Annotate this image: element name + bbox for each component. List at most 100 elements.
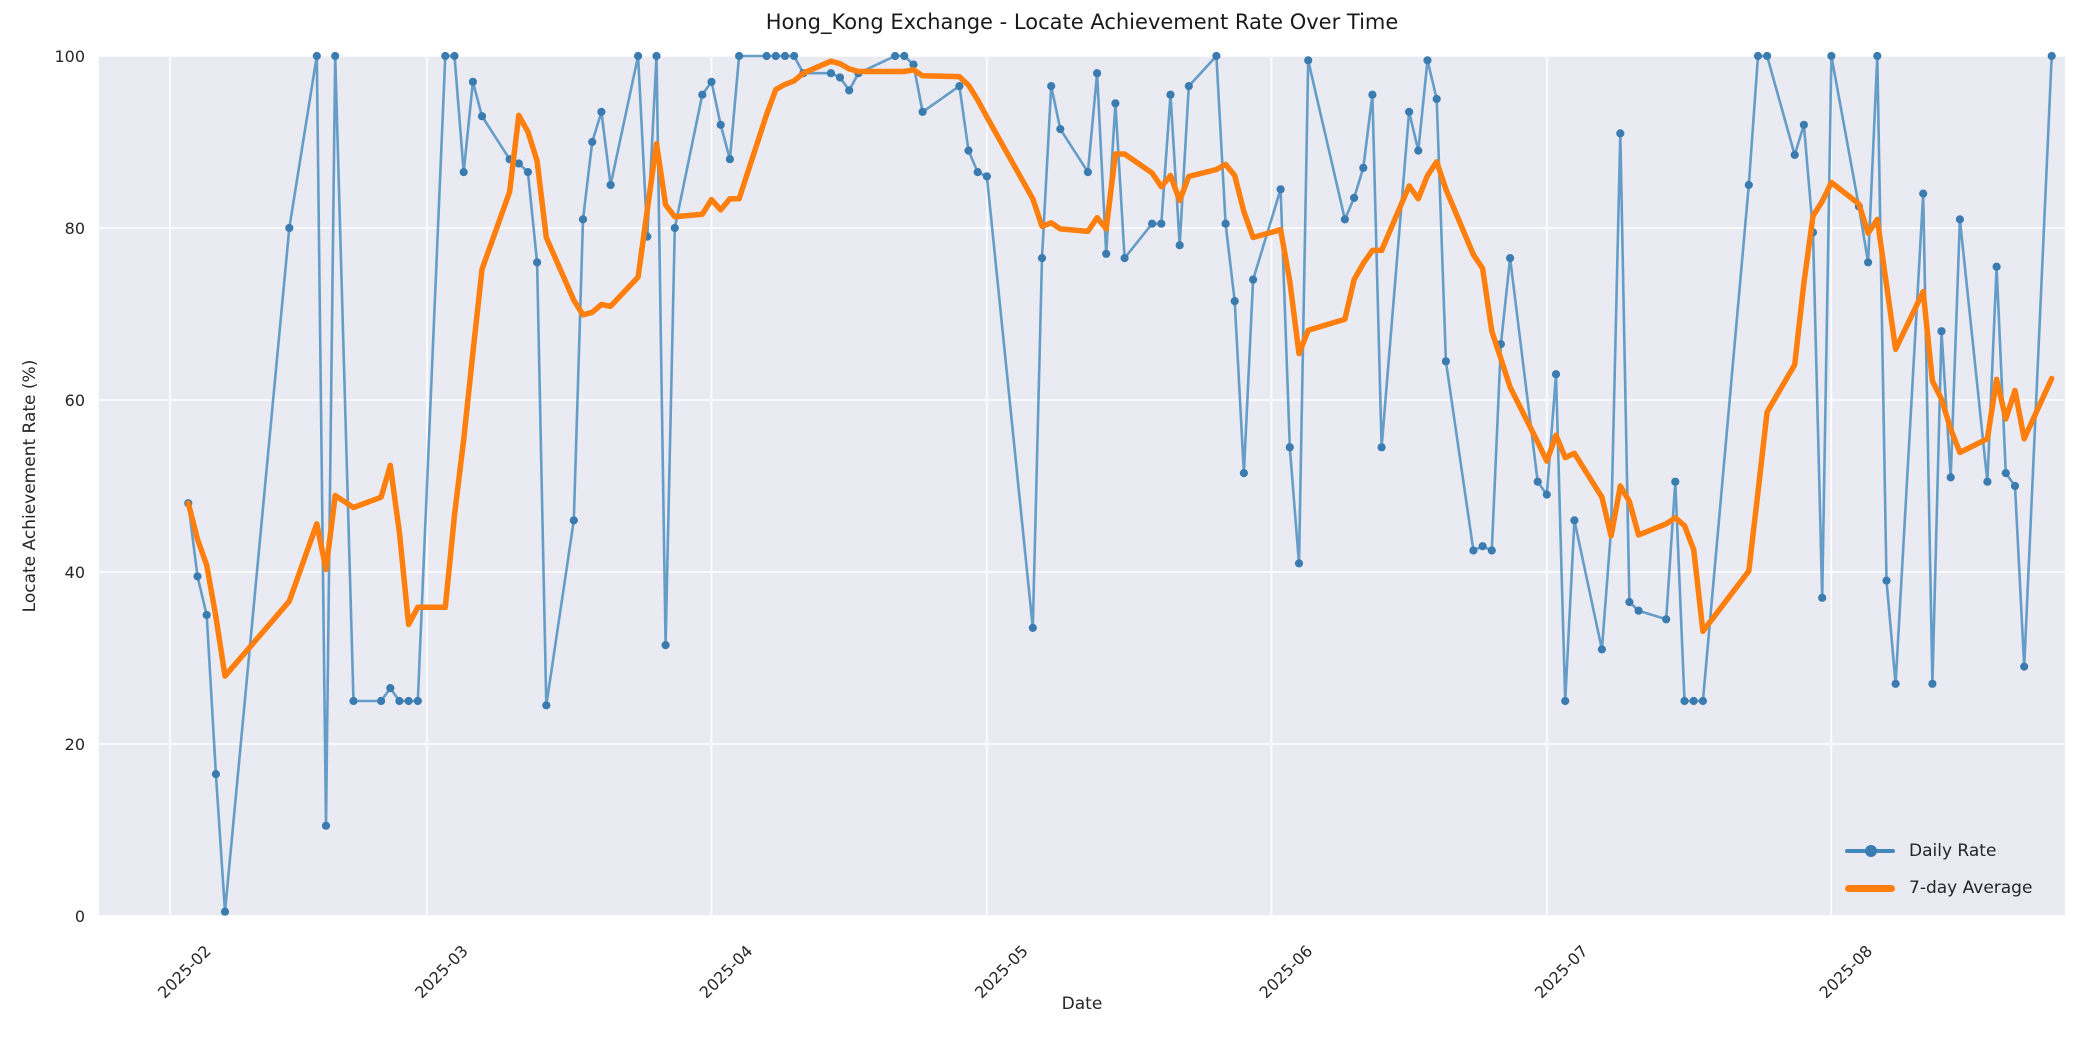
daily-rate-marker (514, 159, 523, 168)
daily-rate-marker (349, 696, 358, 706)
daily-rate-marker (1542, 490, 1551, 499)
daily-rate-marker (2010, 481, 2020, 491)
daily-rate-marker (973, 168, 982, 177)
daily-rate-marker (1184, 82, 1193, 91)
seven-day-average-line-icon (1845, 882, 1895, 894)
daily-rate-marker (312, 51, 321, 61)
daily-rate-marker (1148, 219, 1157, 228)
daily-rate-marker (588, 137, 597, 147)
daily-rate-marker (1698, 696, 1707, 706)
daily-rate-marker (1891, 679, 1900, 688)
x-tick-label: 2025-04 (696, 941, 757, 1002)
daily-rate-marker (1350, 193, 1359, 202)
daily-rate-marker (1799, 120, 1808, 129)
daily-rate-marker (762, 51, 771, 61)
daily-rate-marker (845, 86, 854, 95)
daily-rate-marker (1432, 94, 1441, 104)
x-tick-label: 2025-05 (971, 941, 1032, 1002)
daily-rate-marker (459, 168, 468, 177)
daily-rate-marker (1955, 215, 1964, 224)
daily-rate-marker (1157, 219, 1166, 228)
daily-rate-marker (716, 120, 725, 129)
daily-rate-marker (1533, 477, 1542, 486)
daily-rate-marker (1680, 696, 1689, 706)
y-tick-label: 80 (65, 219, 85, 238)
daily-rate-marker (1405, 107, 1414, 116)
daily-rate-marker (1469, 546, 1478, 555)
daily-rate-marker (1928, 679, 1937, 688)
daily-rate-marker (1946, 473, 1955, 482)
seven-day-average-line (185, 58, 2055, 679)
daily-rate-marker (1093, 69, 1102, 78)
daily-rate-marker (1744, 180, 1753, 190)
daily-rate-marker (1423, 56, 1432, 65)
y-tick-label: 20 (65, 735, 85, 754)
daily-rate-marker (1083, 168, 1092, 177)
daily-rate-marker (1239, 469, 1248, 478)
daily-rate-marker (909, 60, 918, 69)
x-axis-label: Date (1061, 994, 1103, 1014)
daily-rate-marker (597, 107, 606, 116)
daily-rate-marker (1047, 82, 1056, 91)
daily-rate-marker (1294, 559, 1304, 568)
y-tick-label: 40 (65, 563, 85, 582)
daily-rate-marker (1983, 477, 1992, 486)
legend: Daily Rate 7-day Average (1845, 836, 2032, 903)
daily-rate-marker (2001, 469, 2010, 478)
chart-title: Hong_Kong Exchange - Locate Achievement … (765, 10, 1399, 34)
daily-rate-marker (569, 516, 578, 525)
daily-rate-marker (1377, 443, 1386, 452)
daily-rate-marker (1763, 51, 1772, 61)
daily-rate-marker (707, 77, 716, 86)
daily-rate-marker (285, 223, 294, 233)
daily-rate-marker (1056, 125, 1065, 134)
daily-rate-marker (698, 90, 707, 99)
daily-rate-marker (1561, 696, 1570, 706)
daily-rate-marker (413, 696, 422, 706)
x-tick-label: 2025-03 (411, 941, 472, 1002)
daily-rate-marker (1689, 696, 1698, 706)
daily-rate-marker (441, 51, 450, 61)
daily-rate-marker (634, 51, 643, 61)
daily-rate-marker (1616, 129, 1625, 138)
daily-rate-marker (891, 51, 900, 61)
daily-rate-marker (202, 610, 211, 620)
daily-rate-marker (1249, 275, 1258, 284)
daily-rate-marker (1478, 542, 1487, 551)
daily-rate-marker (771, 51, 780, 61)
daily-rate-marker (1790, 150, 1799, 159)
legend-item-7day-average: 7-day Average (1845, 873, 2032, 903)
x-tick-label: 2025-06 (1256, 941, 1317, 1002)
daily-rate-marker (606, 180, 615, 190)
daily-rate-marker (918, 107, 927, 116)
daily-rate-marker (1827, 51, 1836, 61)
daily-rate-line (187, 54, 2053, 914)
daily-rate-marker (1102, 249, 1111, 258)
daily-rate-marker (1120, 254, 1129, 263)
daily-rate-marker (2020, 662, 2029, 671)
daily-rate-marker (377, 696, 386, 706)
y-tick-label: 100 (54, 47, 85, 66)
daily-rate-marker (964, 146, 973, 155)
daily-rate-marker (1662, 615, 1671, 624)
daily-rate-marker (1597, 645, 1606, 654)
daily-rate-marker (780, 51, 790, 61)
y-tick-label: 0 (75, 907, 85, 926)
daily-rate-marker (1919, 189, 1928, 198)
daily-rate-marker (1276, 185, 1285, 194)
x-tick-label: 2025-08 (1816, 941, 1877, 1002)
y-tick-label: 60 (65, 391, 85, 410)
daily-rate-marker (1873, 51, 1882, 61)
daily-rate-marker (533, 258, 542, 267)
daily-rate-marker (826, 69, 836, 78)
daily-rate-marker (1340, 215, 1349, 224)
daily-rate-marker (220, 907, 230, 916)
daily-rate-marker (1111, 99, 1120, 108)
daily-rate-line-icon (1845, 845, 1895, 857)
legend-label-daily-rate: Daily Rate (1909, 841, 1997, 861)
daily-rate-marker (1285, 443, 1294, 452)
daily-rate-marker (1818, 593, 1827, 602)
daily-rate-marker (468, 77, 477, 86)
daily-rate-marker (1175, 241, 1184, 250)
daily-rate-marker (1506, 254, 1515, 263)
